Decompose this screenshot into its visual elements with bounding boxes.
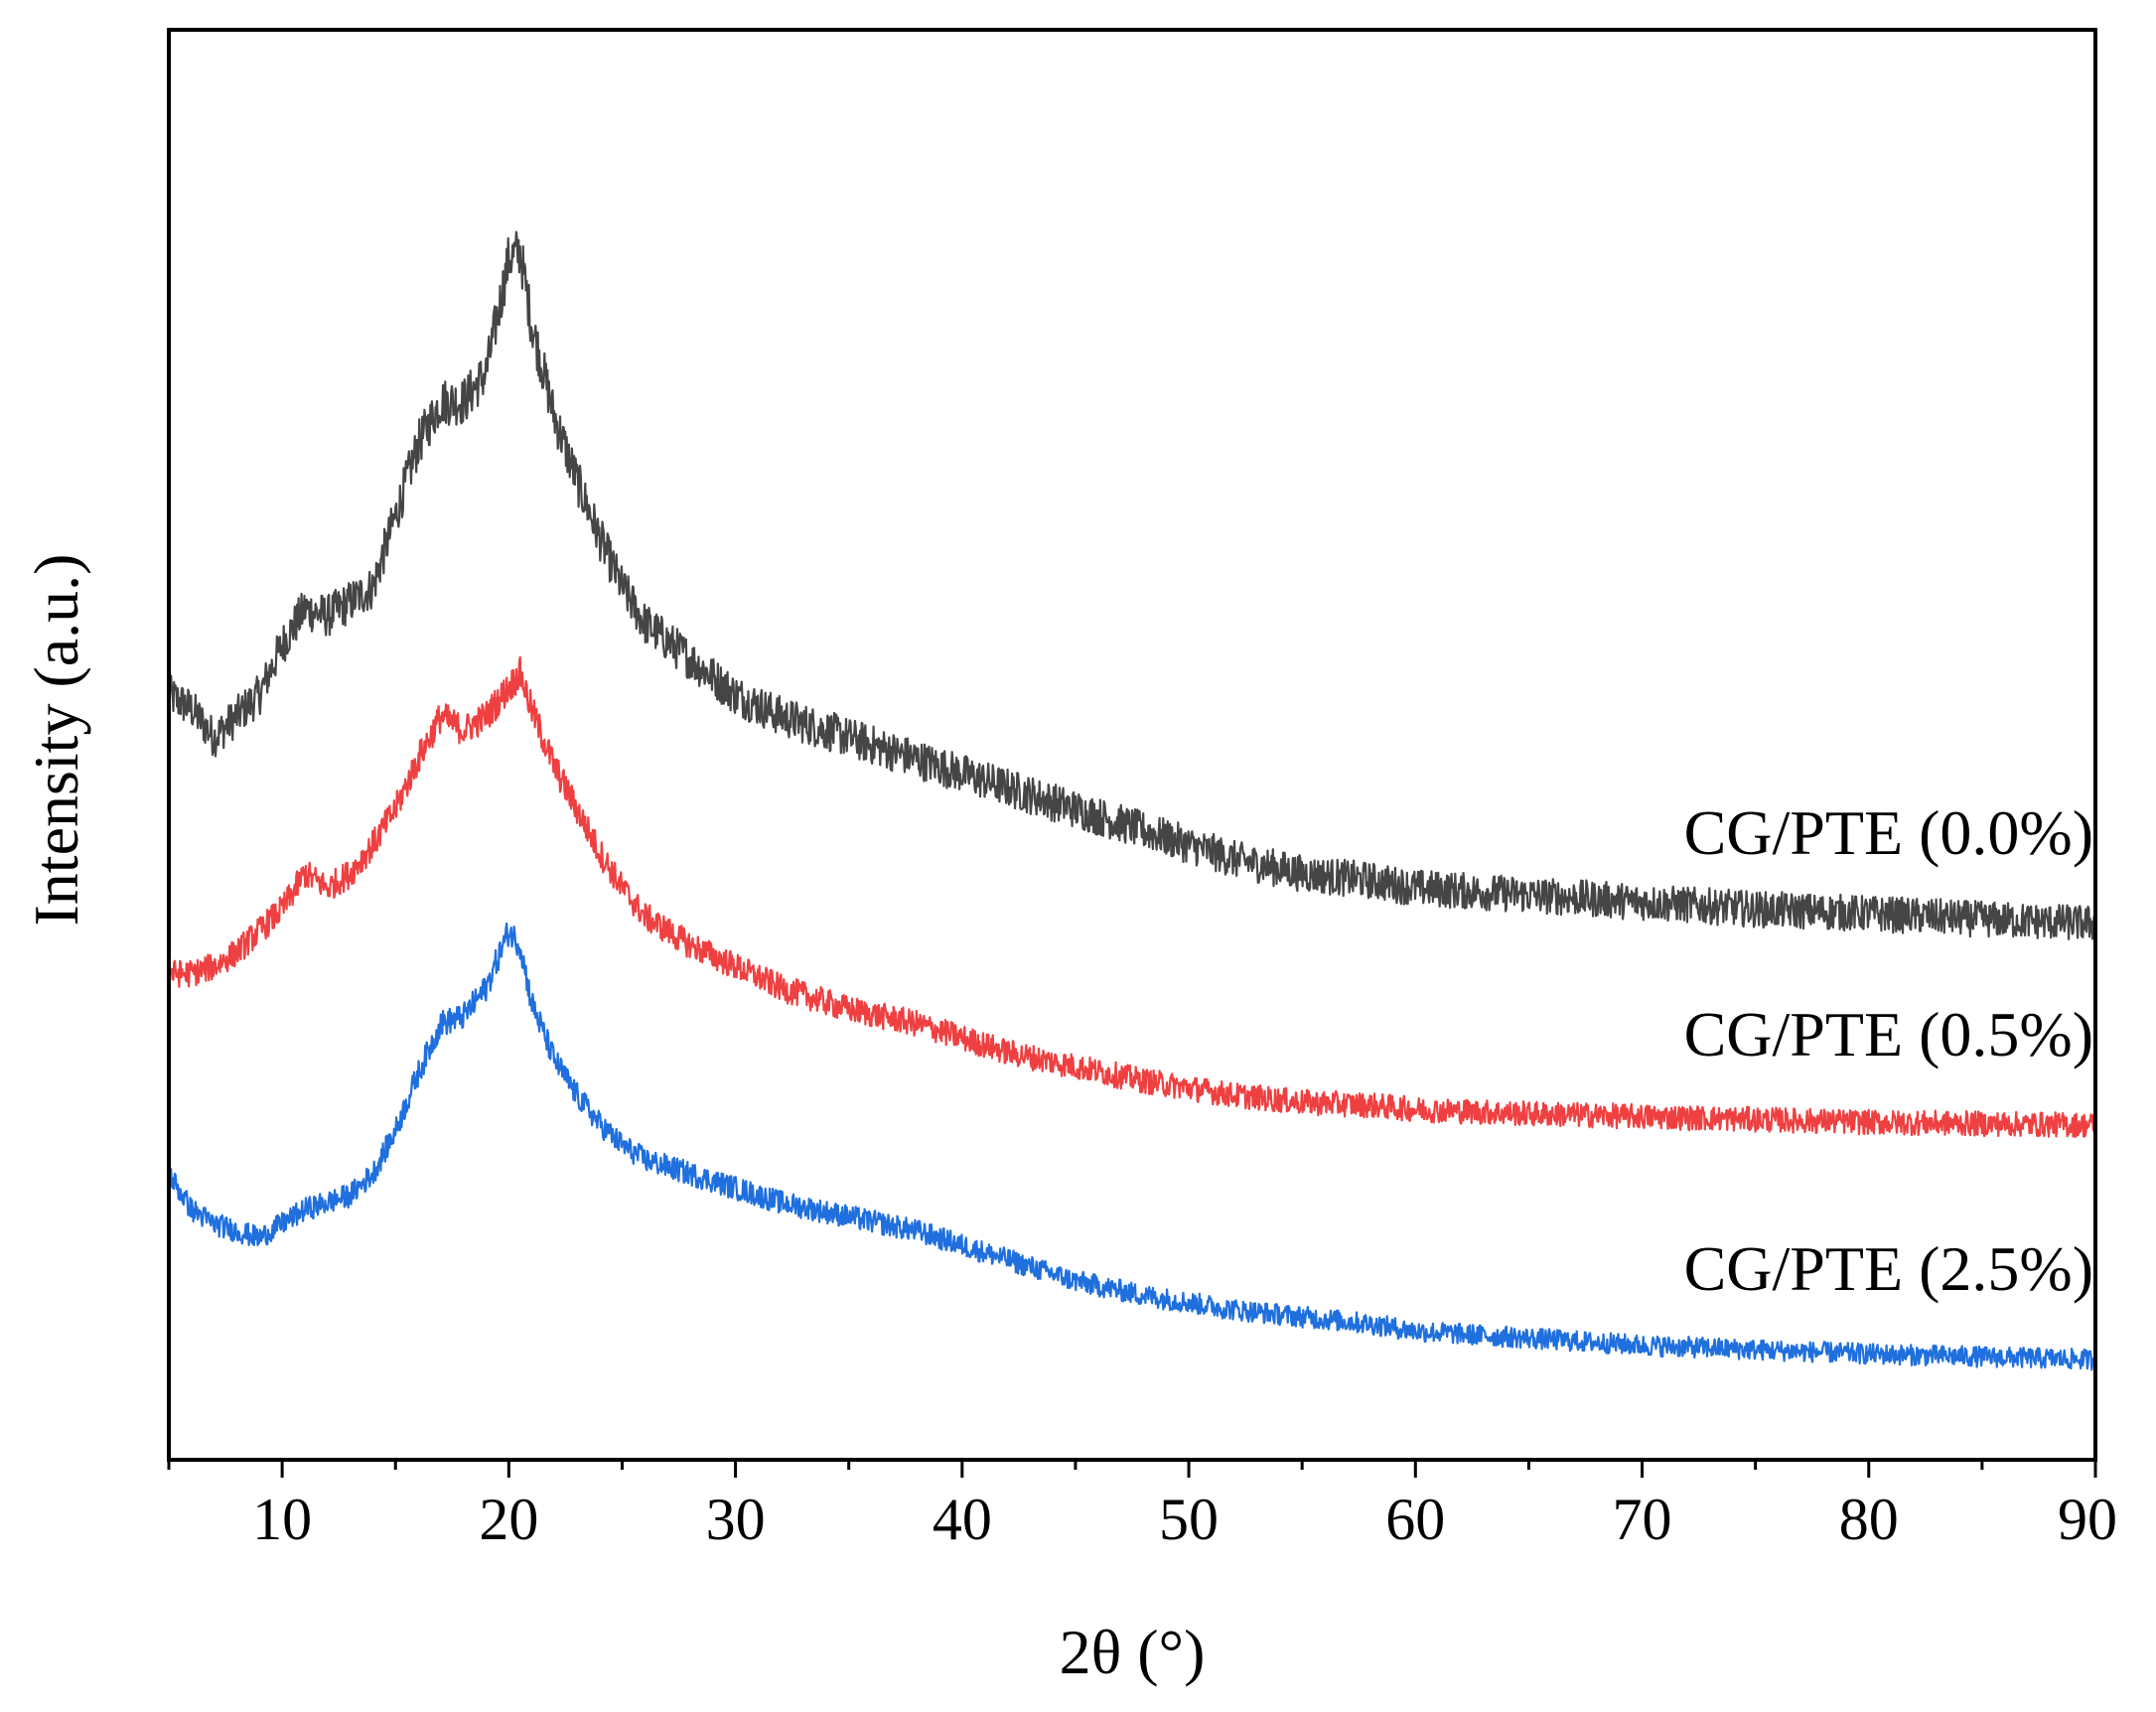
series-label-2: CG/PTE (0.5%): [1684, 999, 2093, 1070]
x-tick-label: 60: [1385, 1487, 1445, 1552]
x-tick-label: 40: [933, 1487, 992, 1552]
series-label-1: CG/PTE (0.0%): [1684, 797, 2093, 868]
x-tick-label: 80: [1839, 1487, 1899, 1552]
series-layer: [167, 230, 2097, 1371]
series-line-3: [167, 922, 2096, 1371]
x-tick-label: 90: [2058, 1487, 2117, 1552]
x-tick-label: 30: [706, 1487, 766, 1552]
x-tick-label: 70: [1613, 1487, 1672, 1552]
series-line-1: [167, 230, 2097, 940]
y-axis-label: Intensity (a.u.): [21, 554, 91, 927]
x-tick-label: 10: [252, 1487, 312, 1552]
x-tick-label: 50: [1159, 1487, 1219, 1552]
plot-frame: [167, 28, 2097, 1462]
x-tick-label: 20: [479, 1487, 538, 1552]
series-label-3: CG/PTE (2.5%): [1684, 1233, 2093, 1304]
series-line-2: [167, 655, 2097, 1139]
x-axis-ticks: 10 20 30 40 50 60 70 80 90: [167, 1460, 2117, 1552]
x-axis-label: 2θ (°): [1060, 1617, 1206, 1687]
series-labels: CG/PTE (0.0%) CG/PTE (0.5%) CG/PTE (2.5%): [1684, 797, 2093, 1304]
